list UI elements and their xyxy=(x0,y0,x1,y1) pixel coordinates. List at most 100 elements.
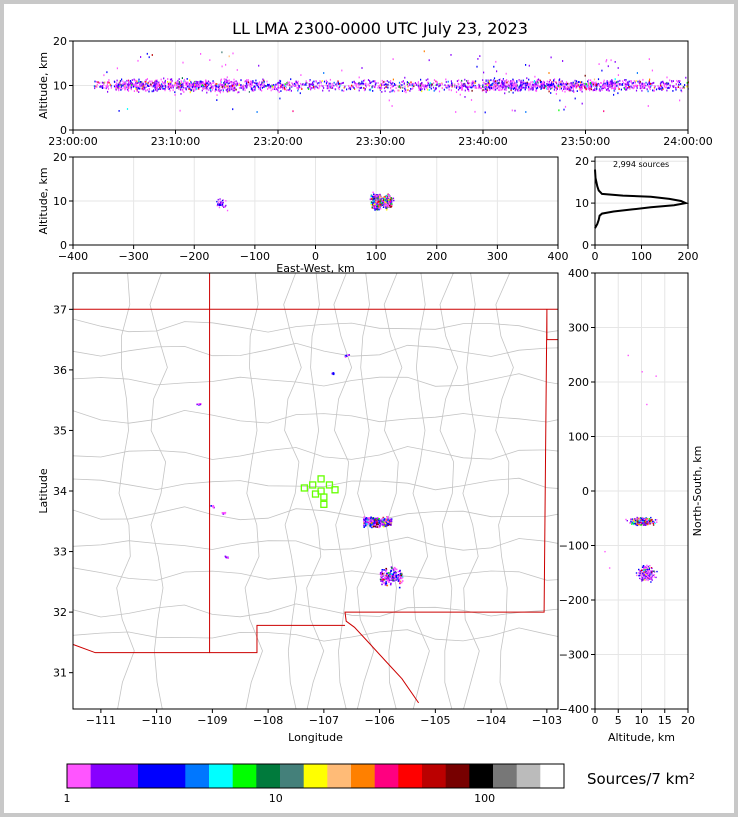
time-altitude-source xyxy=(326,81,328,83)
altitude-ns-source xyxy=(651,579,653,581)
time-altitude-source xyxy=(490,86,492,88)
time-altitude-source xyxy=(501,86,503,88)
time-altitude-source xyxy=(179,109,181,112)
time-altitude-source xyxy=(496,84,498,87)
time-altitude-source xyxy=(548,84,550,87)
altitude-ns-source xyxy=(636,522,639,524)
time-altitude-source xyxy=(128,87,130,89)
time-altitude-source xyxy=(391,83,393,85)
ew-altitude-source xyxy=(371,198,373,200)
x-tick-label: 100 xyxy=(631,250,652,263)
time-altitude-source xyxy=(586,83,588,86)
time-altitude-source xyxy=(402,80,404,83)
ew-altitude-source xyxy=(218,203,220,206)
time-altitude-source xyxy=(270,89,272,92)
time-altitude-source xyxy=(466,80,468,82)
time-altitude-source xyxy=(146,89,148,91)
time-altitude-source xyxy=(582,83,584,86)
time-altitude-source xyxy=(246,79,248,81)
time-altitude-source xyxy=(493,80,495,83)
time-altitude-source xyxy=(513,82,515,85)
time-altitude-source xyxy=(249,81,251,84)
time-altitude-source xyxy=(267,84,269,87)
time-altitude-source xyxy=(193,88,195,91)
plan-view-source xyxy=(384,583,387,585)
time-altitude-source xyxy=(548,83,550,86)
time-altitude-source xyxy=(164,84,166,87)
time-altitude-source xyxy=(417,84,419,87)
time-altitude-source xyxy=(569,87,571,90)
ew-altitude-source xyxy=(388,201,390,203)
y-tick-label: 0 xyxy=(582,239,589,252)
time-altitude-source xyxy=(655,88,658,91)
time-altitude-source xyxy=(657,85,659,87)
y-axis-label: Latitude xyxy=(37,468,50,514)
time-altitude-source xyxy=(100,85,102,87)
colorbar-tick-label: 10 xyxy=(269,792,283,805)
time-altitude-source xyxy=(524,84,526,86)
time-altitude-source xyxy=(138,80,140,83)
time-altitude-source xyxy=(156,86,158,88)
time-altitude-source xyxy=(467,88,469,91)
time-altitude-source xyxy=(426,86,428,89)
ew-altitude-source xyxy=(374,205,376,207)
ew-altitude-source xyxy=(385,207,388,209)
time-altitude-source xyxy=(589,85,591,88)
time-altitude-source xyxy=(601,89,603,91)
time-altitude-source xyxy=(583,82,585,85)
county-line xyxy=(73,342,558,357)
time-altitude-source xyxy=(275,88,277,91)
x-tick-label: −400 xyxy=(58,250,88,263)
time-altitude-source xyxy=(288,82,290,85)
time-altitude-source xyxy=(122,84,124,87)
time-altitude-source xyxy=(237,83,239,86)
time-altitude-source xyxy=(207,84,209,87)
plan-view-source xyxy=(386,523,389,525)
time-altitude-source xyxy=(549,83,551,85)
plan-view-source xyxy=(387,572,390,574)
time-altitude-source xyxy=(326,85,329,87)
ew-altitude-source xyxy=(376,199,378,201)
y-tick-label: 300 xyxy=(568,322,589,335)
time-altitude-source xyxy=(435,80,437,83)
time-altitude-source xyxy=(364,88,366,90)
y-tick-label: 32 xyxy=(53,606,67,619)
time-altitude-source xyxy=(429,86,431,89)
time-altitude-source xyxy=(363,79,365,82)
time-altitude-source xyxy=(567,88,569,90)
time-altitude-source xyxy=(484,111,486,114)
time-altitude-source xyxy=(471,83,473,86)
time-altitude-source xyxy=(361,82,363,85)
altitude-ns-source xyxy=(646,571,648,573)
time-altitude-source xyxy=(261,89,263,92)
time-altitude-source xyxy=(565,83,567,85)
time-altitude-source xyxy=(169,78,172,81)
time-altitude-source xyxy=(404,90,406,93)
time-altitude-source xyxy=(314,87,316,90)
time-altitude-source xyxy=(421,90,423,93)
time-altitude-source xyxy=(558,109,560,112)
plan-view-source xyxy=(363,519,365,521)
time-altitude-source xyxy=(430,87,432,90)
time-altitude-source xyxy=(183,86,185,89)
time-altitude-source xyxy=(210,86,212,88)
plan-view-source xyxy=(365,523,367,525)
altitude-ns-source xyxy=(648,518,651,520)
time-altitude-source xyxy=(138,82,141,85)
plan-view-source xyxy=(368,522,371,525)
lma-station xyxy=(331,486,339,494)
time-altitude-source xyxy=(564,90,566,93)
time-altitude-source xyxy=(257,86,259,88)
time-altitude-source xyxy=(542,86,544,89)
time-altitude-source xyxy=(634,85,636,88)
time-altitude-source xyxy=(610,87,613,90)
time-altitude-source xyxy=(107,81,109,83)
time-altitude-source xyxy=(660,84,662,87)
time-altitude-source xyxy=(460,86,462,89)
time-altitude-source xyxy=(515,88,517,91)
time-altitude-source xyxy=(505,85,507,88)
time-altitude-source xyxy=(658,86,660,89)
altitude-ns-source xyxy=(646,403,648,406)
time-altitude-source xyxy=(537,78,540,81)
time-altitude-source xyxy=(169,89,171,92)
